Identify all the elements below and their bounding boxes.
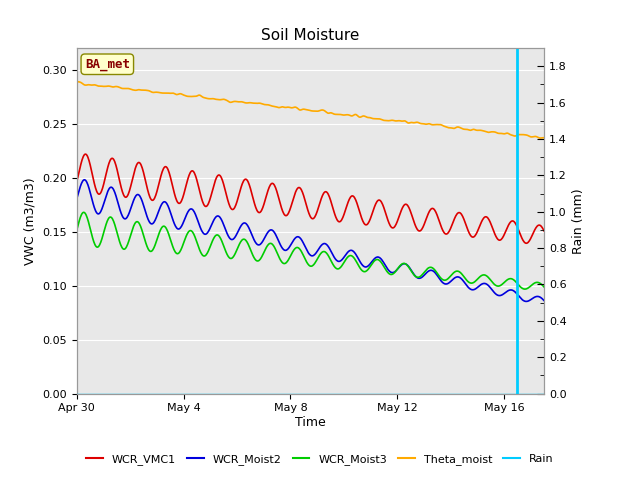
Text: BA_met: BA_met: [85, 58, 130, 71]
Title: Soil Moisture: Soil Moisture: [261, 28, 360, 43]
X-axis label: Time: Time: [295, 416, 326, 429]
Y-axis label: VWC (m3/m3): VWC (m3/m3): [24, 177, 36, 264]
Legend: WCR_VMC1, WCR_Moist2, WCR_Moist3, Theta_moist, Rain: WCR_VMC1, WCR_Moist2, WCR_Moist3, Theta_…: [82, 450, 558, 469]
Y-axis label: Rain (mm): Rain (mm): [572, 188, 585, 253]
